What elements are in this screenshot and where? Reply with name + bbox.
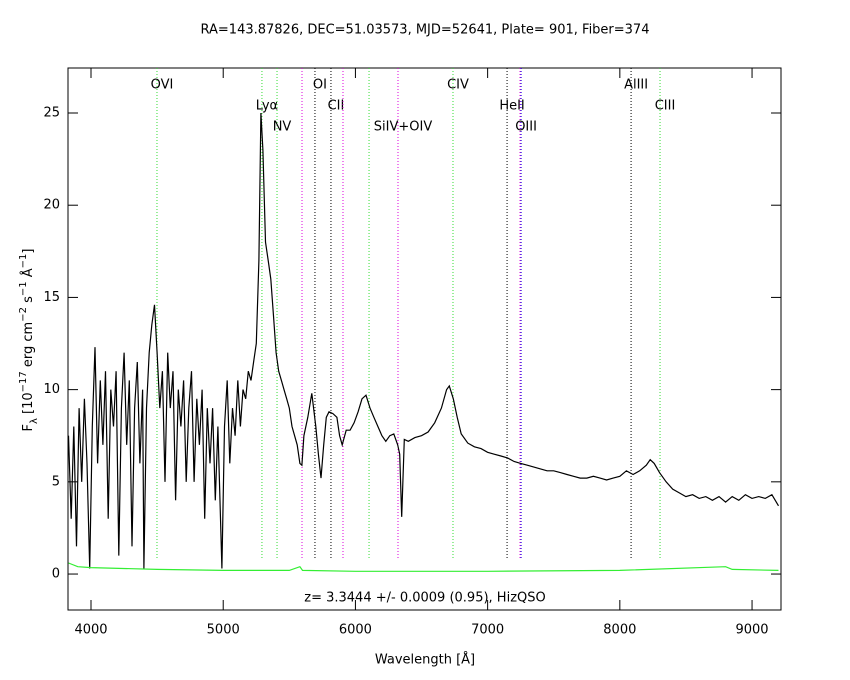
spectrum-line — [68, 562, 779, 572]
y-axis-label-part: [10 — [21, 392, 36, 418]
y-axis-label-part: F — [21, 424, 36, 431]
emission-line-label: CIII — [655, 99, 676, 114]
x-tick-label: 6000 — [339, 623, 372, 638]
emission-line-label: CIV — [447, 78, 469, 93]
emission-line-label: OVI — [151, 78, 174, 93]
y-axis-label-part: Å — [20, 268, 36, 281]
emission-line-label: Lyα — [256, 99, 278, 114]
emission-line-label: OIII — [515, 120, 537, 135]
y-axis-label: Fλ [10−17 erg cm−2 s−1 Å−1] — [18, 249, 40, 432]
y-tick-label: 15 — [43, 290, 60, 305]
x-tick-label: 8000 — [603, 623, 636, 638]
chart-title: RA=143.87826, DEC=51.03573, MJD=52641, P… — [201, 23, 650, 38]
emission-line-label: OI — [313, 78, 327, 93]
y-tick-label: 25 — [43, 105, 60, 120]
spectrum-line — [67, 112, 780, 569]
x-tick-label: 9000 — [735, 623, 768, 638]
y-axis-label-part: ] — [21, 249, 36, 254]
plot-frame — [67, 67, 782, 611]
emission-line-label: SiIV+OIV — [374, 120, 433, 135]
emission-line-label: HeII — [499, 99, 524, 114]
x-tick-label: 5000 — [207, 623, 240, 638]
y-axis-label-part: s — [21, 296, 36, 307]
emission-line-label: NV — [273, 120, 292, 135]
x-tick-label: 7000 — [471, 623, 504, 638]
x-axis-label: Wavelength [Å] — [375, 652, 475, 668]
y-axis-label-part: λ — [29, 418, 40, 424]
x-tick-label: 4000 — [74, 623, 107, 638]
y-axis-label-part: −2 — [18, 307, 29, 322]
y-axis-label-part: −17 — [18, 371, 29, 392]
y-axis-label-part: −1 — [18, 281, 29, 296]
y-tick-label: 20 — [43, 198, 60, 213]
annotation: z= 3.3444 +/- 0.0009 (0.95), HizQSO — [304, 591, 545, 606]
emission-line-label: AlIII — [624, 78, 648, 93]
y-axis-label-part: erg cm — [21, 322, 36, 371]
y-tick-label: 0 — [52, 567, 60, 582]
y-tick-label: 5 — [52, 474, 60, 489]
y-axis-label-part: −1 — [18, 254, 29, 269]
y-tick-label: 10 — [43, 382, 60, 397]
emission-line-label: CII — [328, 99, 345, 114]
